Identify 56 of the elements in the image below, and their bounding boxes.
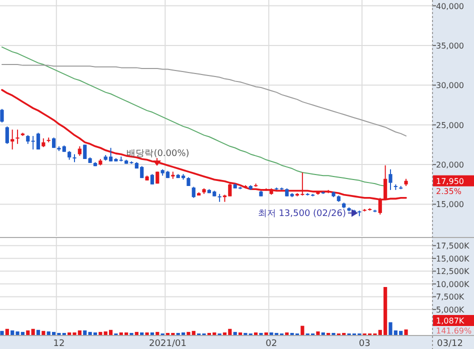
candlestick bbox=[150, 174, 154, 185]
candlestick bbox=[10, 129, 14, 150]
candlestick bbox=[16, 129, 20, 144]
text: 17,950 bbox=[436, 176, 464, 186]
bar bbox=[5, 328, 9, 335]
bar bbox=[98, 332, 102, 335]
y-tick-label: 15,000 bbox=[436, 200, 464, 210]
candlestick bbox=[78, 146, 82, 156]
y-tick-label: 40,000 bbox=[436, 2, 464, 11]
bar bbox=[316, 331, 320, 335]
bar bbox=[0, 330, 4, 335]
line-series bbox=[1, 64, 407, 136]
bar bbox=[83, 330, 87, 335]
bar bbox=[404, 329, 408, 335]
candlestick bbox=[192, 186, 196, 198]
bar bbox=[238, 332, 242, 335]
bar bbox=[156, 332, 160, 335]
candlestick bbox=[0, 108, 4, 123]
bar bbox=[150, 332, 154, 335]
bar bbox=[300, 326, 304, 335]
y-tick-label: 10,000K bbox=[436, 280, 470, 289]
x-tick-label: 02 bbox=[266, 339, 278, 349]
y-tick-label: 12,500K bbox=[436, 267, 470, 276]
bar bbox=[42, 330, 46, 335]
bar bbox=[36, 330, 40, 335]
x-tick-label: 12 bbox=[53, 339, 65, 349]
y-tick-label: 17,500K bbox=[436, 242, 470, 251]
annotation: 배당락(0.00%) bbox=[126, 149, 190, 159]
bar bbox=[233, 332, 237, 335]
y-tick-label: 20,000 bbox=[436, 160, 464, 170]
y-tick-label: 5,000K bbox=[436, 305, 465, 314]
annotation: 최저 13,500 (02/26) bbox=[258, 209, 346, 219]
bar bbox=[145, 332, 149, 335]
y-tick-label: 15,000K bbox=[436, 254, 470, 264]
candlestick bbox=[52, 137, 56, 148]
x-tick-label: 03 bbox=[358, 339, 370, 349]
bar bbox=[140, 332, 144, 335]
candlestick bbox=[388, 168, 392, 190]
bar bbox=[321, 332, 325, 335]
y-tick-label: 35,000 bbox=[436, 41, 464, 50]
bar bbox=[254, 332, 258, 335]
bar bbox=[26, 330, 30, 335]
bar bbox=[285, 332, 289, 335]
text: 03/12 bbox=[437, 339, 463, 349]
y-tick-label: 30,000 bbox=[436, 81, 464, 90]
y-tick-label: 7,500K bbox=[436, 292, 465, 302]
candlestick bbox=[5, 126, 9, 144]
bar bbox=[264, 332, 268, 335]
bar bbox=[31, 328, 35, 335]
bar bbox=[134, 332, 138, 335]
y-tick-label: 25,000 bbox=[436, 120, 464, 130]
candlestick bbox=[83, 144, 87, 160]
text: 2.35% bbox=[436, 186, 462, 196]
text: 141.69% bbox=[436, 326, 472, 336]
x-tick-label: 2021/01 bbox=[149, 339, 186, 349]
text: 1,087K bbox=[436, 316, 465, 326]
